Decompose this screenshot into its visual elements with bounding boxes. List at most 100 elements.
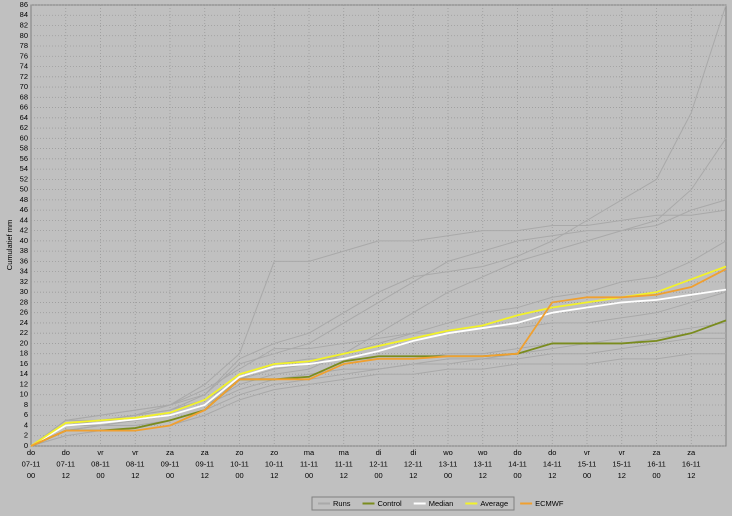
- y-tick-label: 58: [20, 144, 28, 153]
- x-tick-label: 07-11: [56, 459, 75, 468]
- x-tick-label: 11-11: [335, 459, 353, 468]
- y-tick-label: 32: [20, 277, 28, 286]
- y-tick-label: 10: [20, 390, 28, 399]
- x-tick-label: 12: [131, 471, 139, 480]
- x-tick-label: za: [201, 448, 210, 457]
- y-tick-label: 2: [24, 431, 28, 440]
- x-tick-label: 00: [444, 471, 452, 480]
- x-tick-label: 14-11: [508, 459, 527, 468]
- y-tick-label: 34: [20, 267, 28, 276]
- x-tick-label: zo: [270, 448, 278, 457]
- y-tick-label: 72: [20, 72, 28, 81]
- y-tick-label: 12: [20, 379, 28, 388]
- x-tick-label: 08-11: [91, 459, 110, 468]
- y-tick-label: 22: [20, 328, 28, 337]
- y-tick-label: 28: [20, 297, 28, 306]
- x-tick-label: do: [62, 448, 70, 457]
- y-tick-label: 84: [20, 10, 28, 19]
- x-tick-label: 09-11: [195, 459, 214, 468]
- x-tick-label: 10-11: [230, 459, 249, 468]
- y-tick-label: 14: [20, 369, 28, 378]
- y-tick-label: 48: [20, 195, 28, 204]
- x-tick-label: 09-11: [161, 459, 180, 468]
- series-line: [30, 288, 727, 447]
- y-tick-label: 64: [20, 113, 28, 122]
- x-tick-label: 12-11: [369, 459, 388, 468]
- legend-label: ECMWF: [535, 499, 564, 508]
- x-tick-label: 12: [479, 471, 487, 480]
- x-tick-label: 13-11: [439, 459, 458, 468]
- x-tick-label: 00: [27, 471, 35, 480]
- x-tick-label: 15-11: [612, 459, 631, 468]
- legend-label: Average: [480, 499, 508, 508]
- y-tick-label: 76: [20, 51, 28, 60]
- y-tick-label: 80: [20, 31, 28, 40]
- x-tick-label: 12: [409, 471, 417, 480]
- series-line: [30, 4, 727, 447]
- x-tick-label: vr: [97, 448, 104, 457]
- series-line: [30, 199, 727, 447]
- x-tick-label: vr: [132, 448, 139, 457]
- y-tick-label: 6: [24, 410, 28, 419]
- y-tick-label: 62: [20, 123, 28, 132]
- x-tick-label: wo: [442, 448, 453, 457]
- series-line: [30, 209, 727, 447]
- y-tick-label: 16: [20, 359, 28, 368]
- x-tick-label: 00: [513, 471, 521, 480]
- x-tick-label: 11-11: [300, 459, 318, 468]
- series-line: [30, 268, 727, 447]
- x-tick-label: za: [166, 448, 175, 457]
- y-tick-label: 56: [20, 154, 28, 163]
- x-tick-label: 00: [305, 471, 313, 480]
- x-tick-label: 12: [687, 471, 695, 480]
- y-tick-label: 60: [20, 133, 28, 142]
- x-tick-label: 12: [618, 471, 626, 480]
- x-tick-label: 08-11: [126, 459, 145, 468]
- x-tick-label: 14-11: [543, 459, 562, 468]
- y-tick-label: 54: [20, 164, 28, 173]
- plot-area: [30, 4, 727, 447]
- y-tick-label: 36: [20, 256, 28, 265]
- x-tick-label: 12: [270, 471, 278, 480]
- legend-label: Runs: [333, 499, 351, 508]
- y-tick-label: 52: [20, 174, 28, 183]
- x-tick-label: ma: [339, 448, 350, 457]
- y-tick-label: 68: [20, 92, 28, 101]
- x-tick-label: 12: [548, 471, 556, 480]
- x-tick-label: 00: [583, 471, 591, 480]
- y-tick-label: 8: [24, 400, 28, 409]
- y-tick-label: 66: [20, 103, 28, 112]
- x-tick-label: 10-11: [265, 459, 284, 468]
- x-tick-label: 12-11: [404, 459, 423, 468]
- x-tick-label: di: [410, 448, 416, 457]
- x-tick-label: 12: [340, 471, 348, 480]
- x-tick-label: do: [513, 448, 521, 457]
- y-tick-label: 86: [20, 0, 28, 9]
- x-tick-label: 00: [652, 471, 660, 480]
- x-tick-label: ma: [304, 448, 315, 457]
- x-tick-label: 15-11: [578, 459, 597, 468]
- x-tick-label: 13-11: [473, 459, 492, 468]
- legend-label: Control: [378, 499, 403, 508]
- y-tick-label: 24: [20, 318, 28, 327]
- y-tick-label: 18: [20, 349, 28, 358]
- x-tick-label: wo: [477, 448, 488, 457]
- y-tick-label: 0: [24, 441, 28, 450]
- y-tick-label: 26: [20, 308, 28, 317]
- x-tick-label: 00: [96, 471, 104, 480]
- y-tick-label: 44: [20, 215, 28, 224]
- legend-label: Median: [429, 499, 454, 508]
- series-line: [30, 319, 727, 447]
- series-line: [30, 265, 727, 447]
- x-tick-label: vr: [619, 448, 626, 457]
- y-axis-title: Cumulatief mm: [5, 220, 14, 270]
- legend: [311, 496, 515, 511]
- y-tick-label: 70: [20, 82, 28, 91]
- y-tick-label: 42: [20, 226, 28, 235]
- y-tick-label: 74: [20, 62, 28, 71]
- y-tick-label: 30: [20, 287, 28, 296]
- y-tick-label: 20: [20, 338, 28, 347]
- y-tick-label: 50: [20, 185, 28, 194]
- y-tick-label: 78: [20, 41, 28, 50]
